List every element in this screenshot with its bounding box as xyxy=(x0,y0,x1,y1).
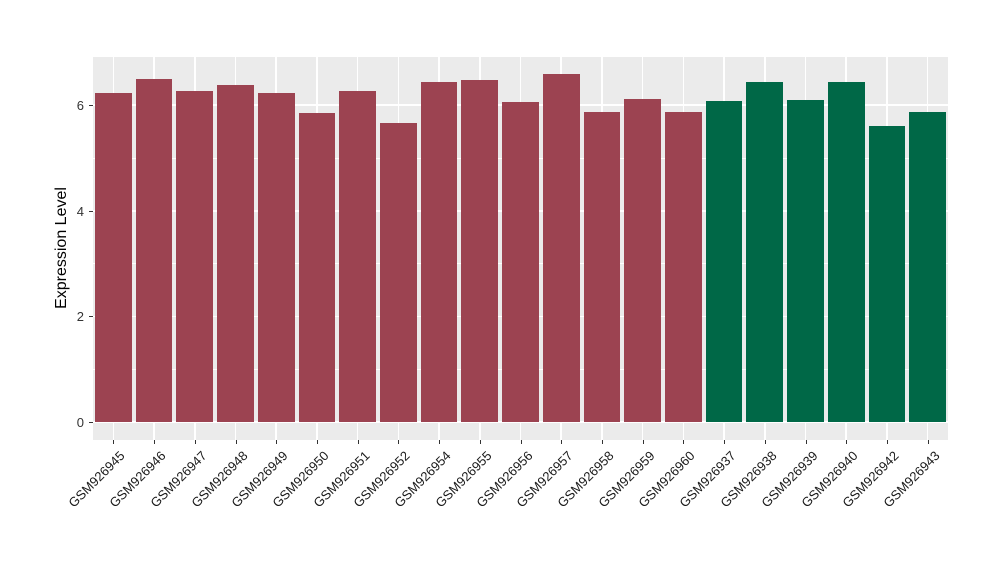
x-tick-mark xyxy=(520,440,522,444)
y-tick-label: 2 xyxy=(76,309,84,325)
y-tick-label: 6 xyxy=(76,98,84,114)
x-tick-mark xyxy=(154,440,156,444)
bar xyxy=(257,93,295,422)
y-tick-label: 0 xyxy=(76,415,84,430)
x-tick-mark xyxy=(357,440,359,444)
bar xyxy=(135,78,173,422)
y-tick-mark xyxy=(89,105,93,107)
bar xyxy=(665,111,702,422)
bar xyxy=(176,91,214,422)
x-tick-mark xyxy=(439,440,441,444)
bar xyxy=(95,92,132,422)
x-tick-mark xyxy=(886,440,888,444)
bar xyxy=(542,73,580,422)
bar xyxy=(705,100,743,422)
x-tick-mark xyxy=(398,440,400,444)
bar xyxy=(583,111,621,422)
bar xyxy=(746,81,784,422)
x-tick-mark xyxy=(927,440,929,444)
x-tick-mark xyxy=(724,440,726,444)
bar xyxy=(787,100,824,422)
x-tick-mark xyxy=(642,440,644,444)
bar xyxy=(909,111,946,422)
bar xyxy=(502,101,539,422)
x-tick-mark xyxy=(846,440,848,444)
x-tick-mark xyxy=(805,440,807,444)
bar xyxy=(827,81,865,422)
x-tick-mark xyxy=(316,440,318,444)
bar xyxy=(420,81,458,422)
bar xyxy=(461,79,499,422)
y-tick-mark xyxy=(89,316,93,318)
x-tick-mark xyxy=(276,440,278,444)
x-tick-mark xyxy=(764,440,766,444)
x-tick-mark xyxy=(235,440,237,444)
y-tick-mark xyxy=(89,422,93,423)
x-tick-mark xyxy=(479,440,481,444)
y-tick-mark xyxy=(89,210,93,212)
bar xyxy=(380,123,417,422)
bar xyxy=(298,113,336,422)
bar xyxy=(868,125,906,422)
plot-panel xyxy=(93,57,948,440)
bar xyxy=(339,90,376,422)
x-tick-mark xyxy=(683,440,685,444)
bar xyxy=(217,84,254,422)
bar xyxy=(624,98,661,422)
y-tick-label: 4 xyxy=(76,203,84,219)
x-tick-mark xyxy=(113,440,115,444)
x-tick-mark xyxy=(561,440,563,444)
x-tick-mark xyxy=(601,440,603,444)
x-tick-mark xyxy=(194,440,196,444)
